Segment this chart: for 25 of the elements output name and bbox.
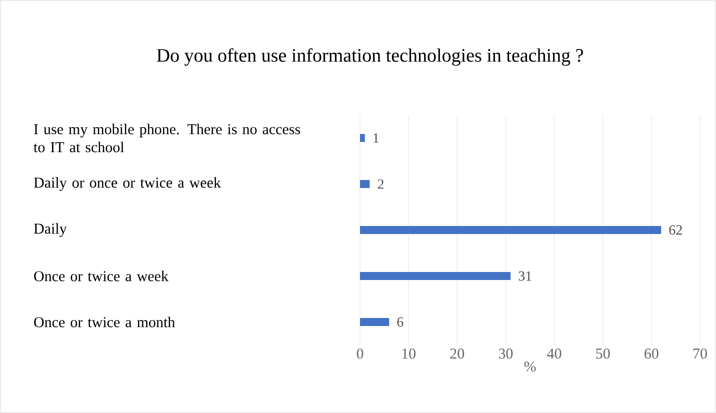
x-tick-label: 10 [402,348,416,359]
chart-title: Do you often use information technologies in teaching ? [156,48,583,66]
x-tick-label: 50 [596,348,610,359]
data-label: 2 [378,179,384,189]
y-tick-label: Once or twice a month [34,316,175,328]
bar [360,318,390,326]
bar [360,272,511,280]
y-tick-label: I use my mobile phone. There is no access to IT at school [34,124,300,152]
y-tick-label: Daily or once or twice a week [34,177,221,191]
data-label: 1 [374,133,379,143]
x-tick-label: 60 [644,348,658,359]
x-tick-label: 20 [450,348,464,359]
x-tick-label: 30 [498,348,513,359]
bar [360,134,365,142]
x-tick-label: 0 [356,348,364,359]
data-label: 31 [518,271,532,281]
data-label: 62 [669,225,682,235]
x-tick-label: 70 [693,348,707,359]
x-tick-label: 40 [547,348,562,359]
bar [360,226,662,234]
x-axis-title: % [524,361,536,372]
data-label: 6 [397,317,404,327]
bar [360,180,370,188]
y-tick-label: Daily [34,223,67,237]
y-tick-label: Once or twice a week [34,270,168,282]
